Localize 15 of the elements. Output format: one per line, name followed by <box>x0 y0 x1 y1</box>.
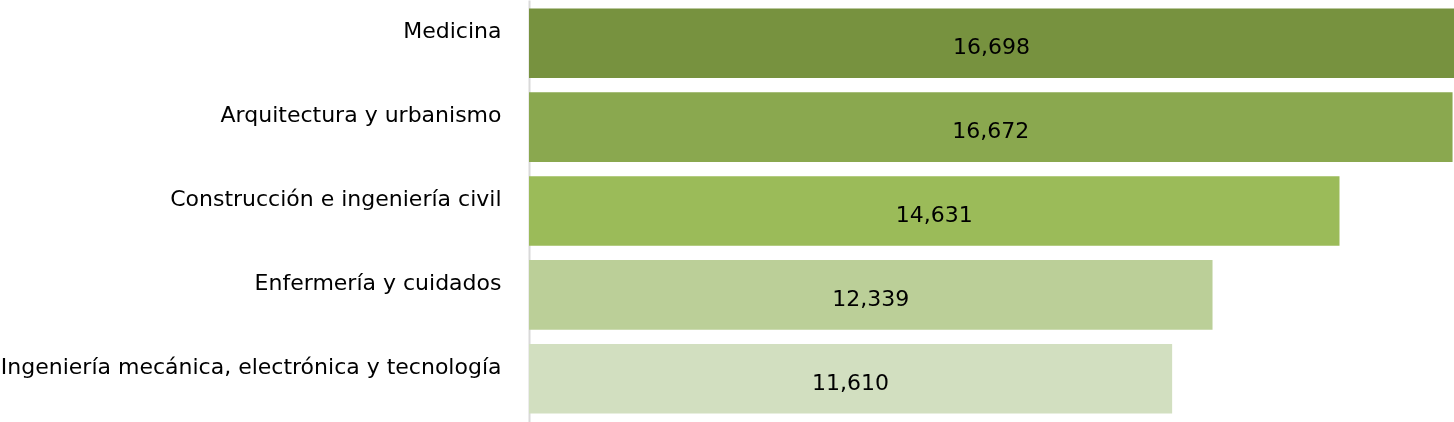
y-tick-label: Enfermería y cuidados <box>254 269 502 295</box>
bar <box>529 176 1340 246</box>
bar <box>529 92 1453 162</box>
data-label: 11,610 <box>812 369 890 395</box>
data-label: 16,698 <box>953 34 1030 60</box>
y-tick-label: Ingeniería mecánica, electrónica y tecnología <box>0 353 502 379</box>
data-label: 14,631 <box>895 202 973 227</box>
bar <box>529 8 1454 79</box>
bar <box>529 260 1213 330</box>
data-label: 12,339 <box>832 285 910 311</box>
y-tick-label: Medicina <box>403 18 502 44</box>
data-label: 16,672 <box>952 118 1030 144</box>
bar <box>529 343 1173 414</box>
y-tick-label: Arquitectura y urbanismo <box>220 102 502 128</box>
y-tick-label: Construcción e ingeniería civil <box>170 186 502 211</box>
